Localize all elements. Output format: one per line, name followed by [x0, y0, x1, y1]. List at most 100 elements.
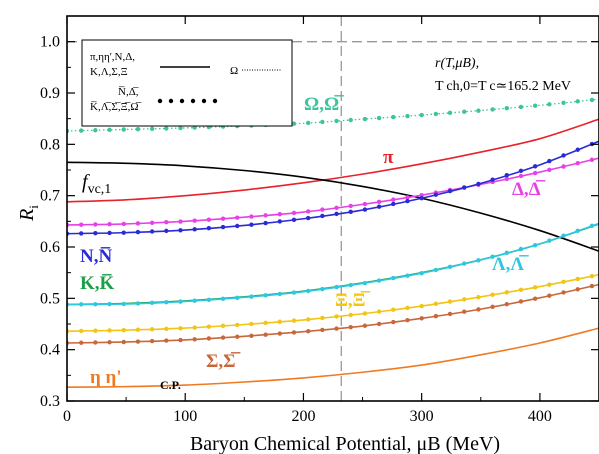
series-point: [149, 300, 155, 306]
series-point: [149, 338, 155, 344]
series-point: [220, 323, 226, 329]
series-point: [462, 261, 467, 266]
series-point: [235, 334, 240, 339]
series-point: [320, 315, 325, 321]
series-point: [249, 333, 254, 338]
series-point: [78, 302, 84, 307]
series-point: [391, 275, 396, 281]
series-point: [263, 293, 268, 298]
series-point: [192, 227, 197, 232]
series-point: [405, 198, 410, 204]
series-point: [504, 176, 509, 182]
series-point: [476, 294, 481, 300]
series-point: [334, 205, 339, 210]
series-point: [291, 290, 297, 295]
series-point: [78, 340, 84, 345]
series-point: [561, 279, 566, 285]
series-point: [220, 296, 226, 301]
series-label-1: π: [383, 147, 394, 168]
series-point: [561, 153, 566, 158]
series-point: [121, 230, 126, 235]
plot-frame: [66, 15, 599, 402]
series-point: [348, 117, 353, 123]
series-point: [561, 164, 566, 169]
series-line: [67, 222, 599, 306]
series-point: [532, 285, 538, 290]
series-point: [490, 304, 495, 310]
series-7: [67, 273, 599, 334]
series-point: [305, 215, 311, 221]
series-point: [206, 324, 212, 329]
series-point: [220, 224, 226, 230]
series-point: [192, 325, 197, 330]
series-point: [93, 302, 98, 307]
legend-line-2: K,Λ,Σ,Ξ: [90, 66, 128, 78]
series-point: [107, 328, 112, 333]
series-point: [490, 254, 495, 259]
series-point: [121, 328, 126, 333]
series-point: [433, 192, 439, 197]
series-point: [305, 317, 311, 322]
series-line: [67, 273, 599, 332]
series-point: [391, 201, 396, 207]
series-point: [433, 301, 439, 307]
series-point: [178, 219, 183, 224]
series-point: [504, 173, 509, 178]
series-point: [547, 102, 552, 107]
series-label-5: K,K̅: [80, 273, 115, 294]
series-point: [291, 121, 297, 126]
series-point: [362, 311, 368, 316]
series-point: [490, 107, 495, 112]
series-point: [575, 276, 580, 282]
series-line: [67, 118, 599, 203]
series-point: [192, 337, 197, 342]
series-point: [362, 323, 368, 328]
series-point: [376, 309, 382, 314]
series-point: [362, 280, 368, 286]
series-point: [518, 299, 524, 304]
series-point: [405, 195, 410, 200]
series-point: [532, 296, 538, 301]
series-point: [149, 327, 155, 332]
series-point: [348, 209, 353, 214]
series-point: [135, 126, 141, 132]
series-point: [447, 264, 453, 269]
series-point: [518, 246, 524, 252]
series-point: [305, 209, 311, 214]
series-point: [334, 314, 339, 319]
series-line: [67, 161, 599, 252]
x-tick-label: 0: [63, 408, 71, 425]
series-point: [249, 294, 254, 299]
series-point: [121, 301, 126, 307]
series-point: [305, 329, 311, 334]
series-point: [376, 204, 382, 209]
series-point: [178, 326, 183, 331]
series-point: [93, 222, 98, 227]
series-point: [164, 228, 169, 234]
series-point: [391, 319, 396, 325]
series-point: [589, 157, 595, 163]
series-point: [575, 287, 580, 292]
series-point: [348, 324, 353, 330]
series-1: [67, 118, 599, 203]
y-axis-title: Ri: [16, 205, 41, 222]
series-point: [249, 321, 254, 327]
reference-lines: [67, 16, 599, 401]
series-point: [376, 115, 382, 121]
series-point: [107, 230, 112, 236]
series-point: [263, 332, 268, 337]
series-point: [149, 126, 155, 131]
legend-dot: [168, 98, 174, 104]
series-point: [575, 147, 580, 152]
series-point: [490, 177, 495, 182]
series-point: [447, 188, 453, 194]
series-point: [178, 337, 183, 343]
series-point: [391, 197, 396, 202]
series-point: [589, 97, 595, 103]
series-point: [405, 305, 410, 311]
series-point: [320, 213, 325, 219]
series-3: [67, 157, 599, 228]
series-point: [376, 278, 382, 283]
